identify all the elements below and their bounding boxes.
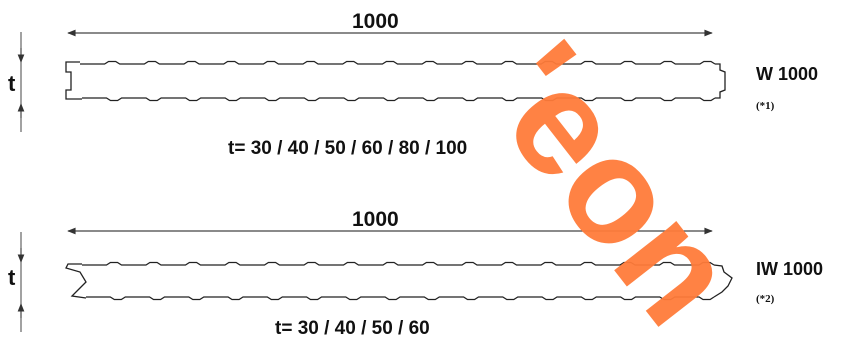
profile-name: W 1000 (756, 64, 818, 84)
panel-iw1000: 1000 t IW 1000 (*2) t= 30 / 40 / 50 / 60 (8, 208, 823, 339)
panel-bottom-profile (86, 296, 715, 301)
panel-bottom-profile (82, 97, 716, 102)
panel-hidden-tongue-edge (713, 264, 733, 298)
profile-name: IW 1000 (756, 259, 823, 279)
width-label: 1000 (352, 208, 399, 231)
panel-hidden-fix-edge (65, 263, 87, 299)
panel-top-profile (82, 261, 715, 266)
panel-tongue-edge (715, 63, 726, 99)
thickness-values: t= 30 / 40 / 50 / 60 (275, 318, 430, 339)
width-label: 1000 (352, 10, 399, 33)
thickness-symbol: t (8, 71, 16, 96)
thickness-values: t= 30 / 40 / 50 / 60 / 80 / 100 (228, 138, 467, 159)
thickness-symbol: t (8, 265, 16, 290)
profile-note: (*2) (756, 293, 775, 305)
profile-note: (*1) (756, 100, 775, 112)
panel-groove-edge (65, 61, 82, 100)
panel-w1000: 1000 t W 1000 (*1) t= 30 / 40 / 50 / 60 … (8, 10, 818, 159)
panel-top-profile (80, 60, 716, 65)
